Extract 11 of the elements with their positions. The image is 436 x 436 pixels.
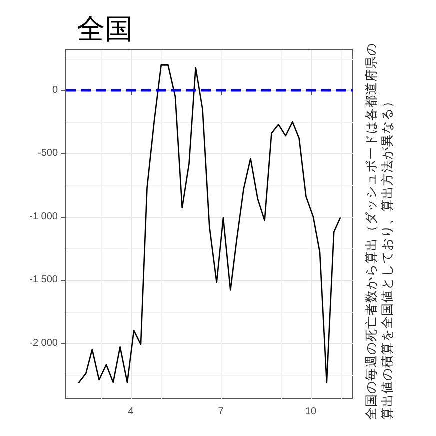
chart-title: 全国 (77, 12, 133, 46)
text: 全国の毎週の死亡者数から算出（ダッシュボードは各都道府県の算出値の積算を全国値としており、算出方法が異なる） (364, 43, 394, 420)
y-tick-label: -1 500 (30, 274, 58, 286)
y-tick-label: -500 (38, 148, 58, 160)
y-tick-label: -1 000 (30, 211, 58, 222)
y-tick-label: -2 000 (30, 338, 58, 349)
x-tick-label: 10 (305, 406, 318, 418)
x-tick-label: 4 (128, 406, 134, 418)
x-tick-label: 7 (218, 406, 224, 418)
line-series (78, 64, 342, 384)
y-tick-label: 0 (52, 84, 58, 96)
